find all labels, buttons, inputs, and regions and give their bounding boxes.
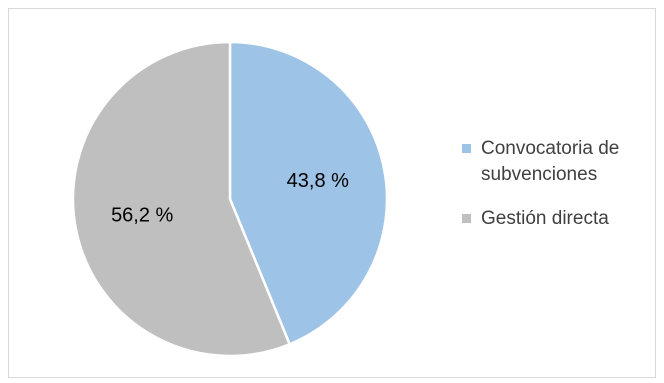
- legend-item-convocatoria: Convocatoria de subvenciones: [462, 136, 652, 188]
- legend-swatch-convocatoria: [462, 144, 471, 153]
- legend-label-gestion-directa: Gestión directa: [481, 208, 609, 229]
- legend-item-gestion-directa: Gestión directa: [462, 206, 652, 232]
- slice-value-label: 56,2 %: [111, 205, 173, 227]
- legend-label-convocatoria: Convocatoria de subvenciones: [481, 138, 620, 185]
- slice-labels: 43,8 % 56,2 %: [111, 170, 349, 227]
- pie-slice: [228, 40, 389, 346]
- slice-value-label: 43,8 %: [287, 170, 349, 192]
- chart-legend: Convocatoria de subvenciones Gestión dir…: [462, 136, 652, 232]
- pie-slices: [71, 40, 389, 358]
- pie-slice: [71, 40, 292, 358]
- legend-swatch-gestion-directa: [462, 214, 471, 223]
